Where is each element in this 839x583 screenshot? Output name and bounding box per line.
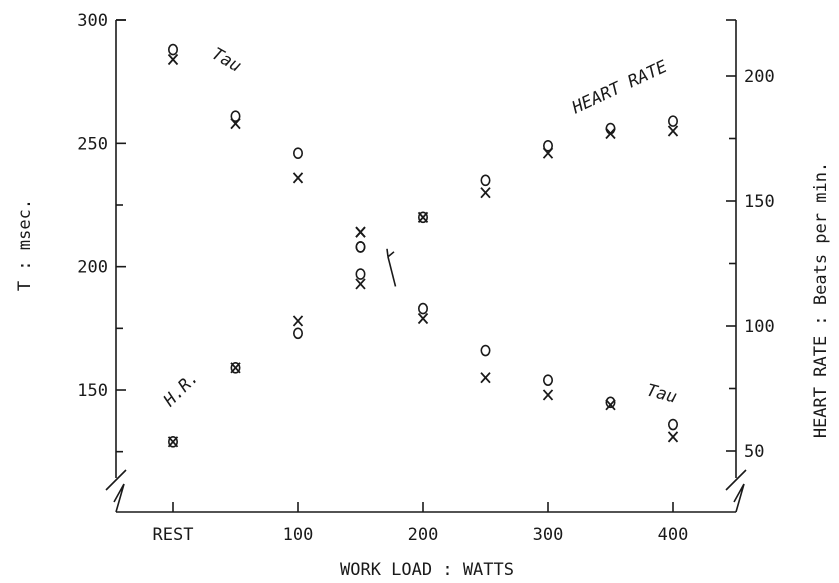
y-right-tick-label: 100 <box>744 317 775 337</box>
circle-point <box>542 140 553 152</box>
cross-point <box>417 211 429 223</box>
circle-point <box>605 396 616 409</box>
y-right-tick-label: 50 <box>744 442 764 462</box>
cross-point <box>167 436 179 448</box>
x-tick-label: 300 <box>533 525 564 545</box>
cross-point <box>417 312 429 325</box>
y-axis-title-left: T : msec. <box>15 199 35 291</box>
data-points <box>167 43 679 448</box>
y-left-tick-label: 150 <box>77 381 108 401</box>
cross-point <box>230 117 241 130</box>
circle-point <box>292 327 303 340</box>
circle-point <box>355 268 366 280</box>
cross-point <box>292 172 304 184</box>
x-tick-label: 100 <box>283 525 314 545</box>
circle-point <box>230 110 241 123</box>
cross-point <box>542 147 554 159</box>
cross-point <box>230 362 241 374</box>
arrow-head <box>386 248 395 258</box>
circle-point <box>355 241 366 253</box>
cross-point <box>667 431 679 443</box>
y-left-tick-label: 300 <box>77 11 108 31</box>
cross-point <box>355 226 366 238</box>
annotation-label: Tau <box>644 380 679 407</box>
cross-point <box>605 127 616 140</box>
annotation-label: Tau <box>208 44 245 77</box>
cross-point <box>355 278 366 290</box>
circle-point <box>480 344 491 357</box>
cross-point <box>605 399 616 411</box>
circle-point <box>542 374 553 386</box>
y-right-tick-label: 200 <box>744 67 775 87</box>
x-tick-label: REST <box>153 525 194 545</box>
annotation-label: HEART RATE <box>568 57 671 119</box>
circle-point <box>480 174 491 187</box>
left-axis-line <box>105 20 127 513</box>
cross-point <box>480 187 491 199</box>
circle-point <box>230 362 241 374</box>
circle-point <box>417 302 428 315</box>
annotation-arrow <box>387 256 397 287</box>
circle-point <box>292 147 303 160</box>
cross-point <box>667 125 679 137</box>
circle-point <box>667 418 678 431</box>
circle-point <box>168 43 179 56</box>
circle-point <box>168 436 179 448</box>
right-axis-line <box>725 20 747 513</box>
x-tick-label: 400 <box>658 525 689 545</box>
circle-point <box>605 122 616 135</box>
x-tick-label: 200 <box>408 525 439 545</box>
cross-point <box>167 53 179 66</box>
circle-point <box>667 115 678 127</box>
y-right-tick-label: 150 <box>744 192 775 212</box>
cross-point <box>292 315 304 327</box>
annotation-label: H.R. <box>159 368 203 412</box>
cross-point <box>542 389 554 401</box>
y-axis-title-right: HEART RATE : Beats per min. <box>811 162 831 438</box>
y-left-tick-label: 200 <box>77 258 108 278</box>
circle-point <box>417 211 428 224</box>
ticks: REST 100 200 300 400 150 200 250 300 50 100 150 200 <box>77 11 774 545</box>
annotations: Tau HEART RATE H.R. Tau <box>159 44 679 412</box>
x-axis-title: WORK LOAD : WATTS <box>340 560 514 580</box>
cross-point <box>480 372 491 384</box>
y-left-tick-label: 250 <box>77 134 108 154</box>
axes <box>105 19 747 513</box>
